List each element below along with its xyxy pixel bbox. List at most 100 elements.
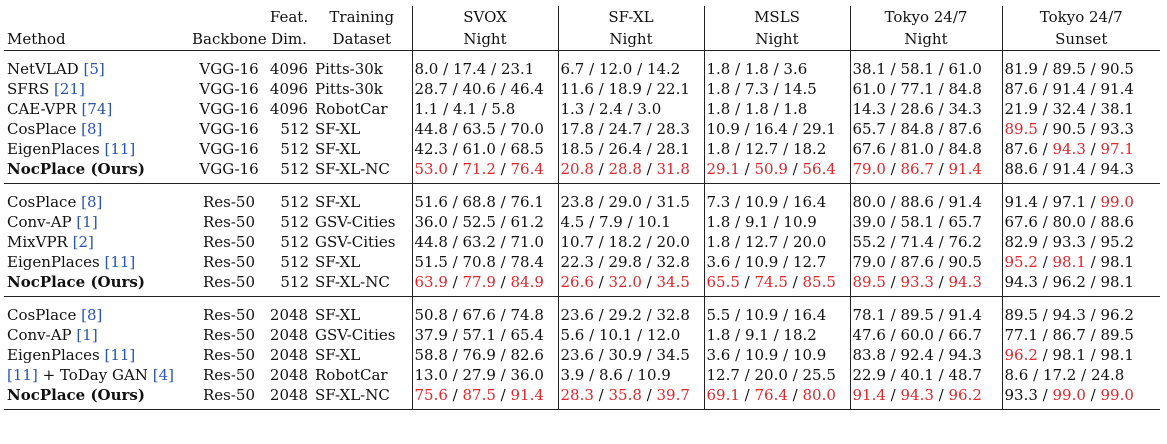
recall-value: 40.6 [462,80,496,98]
training-dataset-cell: Pitts-30k [315,60,383,78]
recall-value: 23.6 [560,346,594,364]
recall-value: 12.7 [744,140,779,158]
recall-cell: 1.1 / 4.1 / 5.8 [411,99,558,119]
recall-value: 94.3 [900,386,934,404]
recall-value: 89.5 [1100,326,1134,344]
recall-value: 83.8 [852,346,886,364]
training-dataset-cell: SF-XL [312,183,412,212]
recall-value: 91.4 [852,386,886,404]
recall-value: 37.9 [414,326,448,344]
recall-value: 28.8 [608,160,642,178]
header-method: Method [4,28,192,51]
header-blank [4,6,192,28]
recall-value: 3.6 [706,253,731,271]
recall-value: 20.0 [792,233,827,251]
feat-dim-cell: 512 [280,120,309,138]
recall-value: 99.0 [1100,193,1134,211]
recall-value: 10.9 [706,120,740,138]
recall-cell: 36.0 / 52.5 / 61.2 [411,212,558,232]
recall-value: 94.3 [948,346,982,364]
recall-value: 1.8 [706,140,731,158]
recall-value: 17.4 [452,60,487,78]
recall-cell: 91.4 / 97.1 / 99.0 [1001,183,1160,212]
method-ref: [11] [7,366,38,384]
table-row: CosPlace [8] VGG-16 512 SF-XL 44.8 / 63.5 / … [4,119,1160,139]
method-cell: NetVLAD [5] [4,51,192,80]
recall-value: 94.3 [1004,273,1038,291]
recall-cell: 75.6 / 87.5 / 91.4 [411,385,558,410]
recall-value: 46.4 [510,80,544,98]
method-name: NocPlace (Ours) [7,273,145,291]
recall-value: 10.9 [792,346,827,364]
recall-value: 24.8 [1090,366,1125,384]
recall-value: 5.6 [560,326,585,344]
recall-value: 88.6 [1004,160,1038,178]
recall-cell: 89.5 / 93.3 / 94.3 [849,272,1002,297]
recall-cell: 23.6 / 29.2 / 32.8 [557,296,704,325]
method-cell: SFRS [21] [4,79,192,99]
recall-value: 10.1 [598,326,633,344]
recall-cell: 3.6 / 10.9 / 10.9 [703,345,850,365]
method-name: MixVPR [7,233,68,251]
recall-value: 23.6 [560,306,594,324]
recall-cell: 14.3 / 28.6 / 34.3 [849,99,1002,119]
recall-cell: 1.8 / 12.7 / 18.2 [703,139,850,159]
recall-value: 78.1 [852,306,886,324]
recall-value: 36.0 [510,366,544,384]
recall-value: 26.6 [560,273,594,291]
header-row-bottom: Method Backbone Dim. Dataset Night Night… [4,28,1160,51]
recall-value: 77.1 [1004,326,1038,344]
recall-cell: 12.7 / 20.0 / 25.5 [703,365,850,385]
recall-value: 20.0 [754,366,788,384]
recall-value: 98.1 [1100,253,1134,271]
recall-value: 14.3 [852,100,886,118]
table-row: NocPlace (Ours) VGG-16 512 SF-XL-NC 53.0 / 7… [4,159,1160,184]
training-dataset-cell: GSV-Cities [315,326,396,344]
recall-value: 23.8 [560,193,594,211]
recall-value: 18.2 [783,326,817,344]
table-row: NetVLAD [5] VGG-16 4096 Pitts-30k 8.0 / 17.4… [4,50,1160,80]
recall-value: 1.8 [744,60,769,78]
recall-value: 1.3 [560,100,585,118]
recall-cell: 82.9 / 93.3 / 95.2 [1001,232,1160,252]
header-feat-bottom: Dim. [266,28,312,51]
recall-value: 3.6 [706,346,731,364]
training-dataset-cell: SF-XL-NC [312,385,412,410]
method-ref: [5] [83,60,105,78]
recall-value: 16.4 [754,120,788,138]
recall-value: 32.0 [608,273,642,291]
feat-dim-cell: 512 [280,160,309,178]
recall-value: 91.4 [510,386,544,404]
recall-value: 96.2 [948,386,982,404]
recall-value: 3.9 [560,366,585,384]
training-dataset-cell: RobotCar [315,100,388,118]
feat-dim-cell: 4096 [269,80,309,98]
header-dataset-bottom: Night [411,28,558,51]
recall-value: 70.8 [462,253,496,271]
recall-value: 60.0 [900,326,934,344]
recall-cell: 10.7 / 18.2 / 20.0 [557,232,704,252]
recall-cell: 78.1 / 89.5 / 91.4 [849,296,1002,325]
recall-cell: 3.9 / 8.6 / 10.9 [557,365,704,385]
recall-cell: 1.8 / 12.7 / 20.0 [703,232,850,252]
backbone-cell: VGG-16 [199,100,259,118]
recall-value: 76.4 [510,160,544,178]
recall-cell: 23.6 / 30.9 / 34.5 [557,345,704,365]
recall-value: 61.2 [510,213,544,231]
method-cell: CosPlace [8] [4,296,192,325]
table-body: NetVLAD [5] VGG-16 4096 Pitts-30k 8.0 / 17.4… [4,50,1160,410]
recall-value: 1.8 [706,213,731,231]
header-dataset-top: SVOX [411,6,558,28]
recall-value: 48.7 [948,366,982,384]
recall-value: 10.9 [783,213,817,231]
feat-dim-cell: 512 [280,233,309,251]
method-ref: [74] [81,100,113,118]
recall-value: 82.9 [1004,233,1038,251]
recall-value: 82.6 [510,346,544,364]
recall-cell: 91.4 / 94.3 / 96.2 [849,385,1002,410]
recall-value: 87.5 [462,386,496,404]
recall-value: 5.8 [491,100,516,118]
recall-value: 68.8 [462,193,496,211]
recall-value: 29.1 [706,160,740,178]
method-name: EigenPlaces [7,140,100,158]
